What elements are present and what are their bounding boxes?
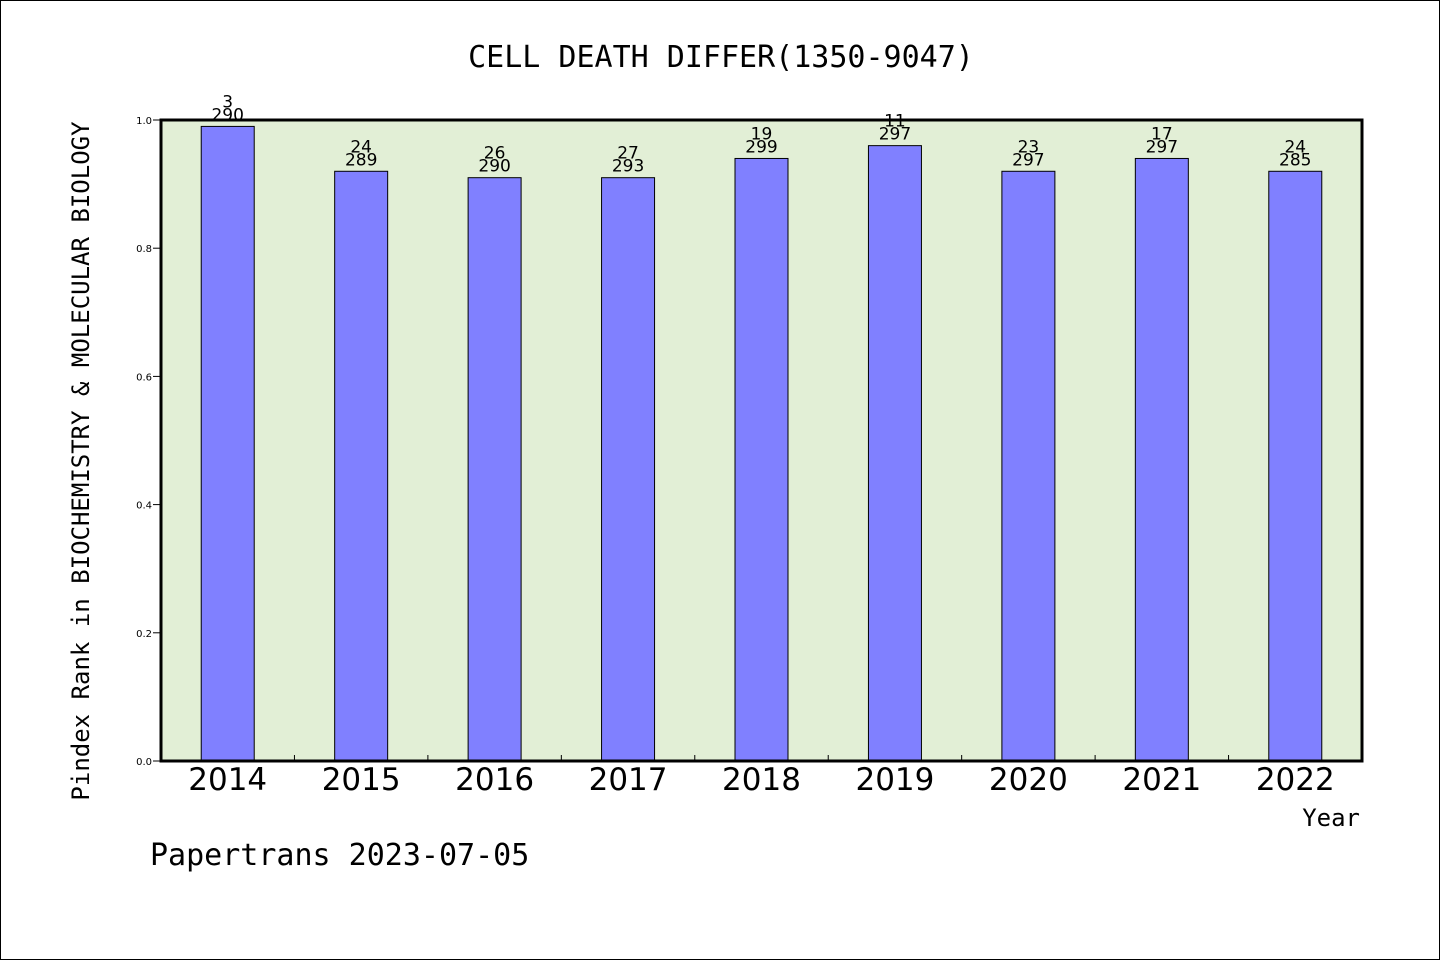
data-label-total: 299 <box>745 137 777 157</box>
bar-2020 <box>1001 170 1056 762</box>
y-tick-label: 0.4 <box>136 501 152 512</box>
data-label-total: 290 <box>478 157 510 177</box>
data-label-total: 293 <box>612 157 644 177</box>
bar-2021 <box>1134 157 1189 762</box>
bar-2015 <box>334 170 389 762</box>
data-label-rank: 17 <box>1151 124 1173 144</box>
bar-2014 <box>200 125 255 762</box>
x-tick-label: 2019 <box>855 762 934 798</box>
y-tick-label: 0.8 <box>136 244 152 255</box>
bar-2019 <box>867 145 922 762</box>
x-tick-label: 2021 <box>1122 762 1201 798</box>
x-tick-label: 2014 <box>188 762 267 798</box>
data-label-rank: 3 <box>222 92 233 112</box>
data-label-total: 297 <box>1012 150 1044 170</box>
bar-2017 <box>601 177 656 762</box>
chart-title: CELL DEATH DIFFER(1350-9047) <box>468 40 974 75</box>
y-tick-label: 1.0 <box>136 116 152 127</box>
x-tick-label: 2022 <box>1256 762 1335 798</box>
y-tick-label: 0.6 <box>136 372 152 383</box>
x-tick-label: 2015 <box>322 762 401 798</box>
y-tick-label: 0.0 <box>136 757 152 768</box>
data-label-total: 290 <box>211 105 243 125</box>
x-tick-label: 2017 <box>589 762 668 798</box>
data-label-rank: 19 <box>751 124 773 144</box>
x-tick-label: 2018 <box>722 762 801 798</box>
y-axis-label: Pindex Rank in BIOCHEMISTRY & MOLECULAR … <box>67 121 95 801</box>
x-axis-label: Year <box>1302 804 1360 832</box>
data-label-rank: 11 <box>884 112 906 132</box>
footer-credit: Papertrans 2023-07-05 <box>150 838 529 873</box>
y-tick-label: 0.2 <box>136 629 152 640</box>
data-label-rank: 27 <box>617 144 639 164</box>
bar-2016 <box>467 177 522 762</box>
x-tick-label: 2020 <box>989 762 1068 798</box>
bar-2018 <box>734 157 789 762</box>
data-label-rank: 24 <box>350 137 372 157</box>
data-label-total: 285 <box>1279 150 1311 170</box>
data-label-total: 289 <box>345 150 377 170</box>
data-label-rank: 23 <box>1018 137 1040 157</box>
plot-border <box>159 118 1364 763</box>
data-label-total: 297 <box>879 125 911 145</box>
data-label-rank: 24 <box>1284 137 1306 157</box>
data-label-total: 297 <box>1146 137 1178 157</box>
bar-2022 <box>1268 170 1323 762</box>
x-tick-label: 2016 <box>455 762 534 798</box>
data-label-rank: 26 <box>484 144 506 164</box>
